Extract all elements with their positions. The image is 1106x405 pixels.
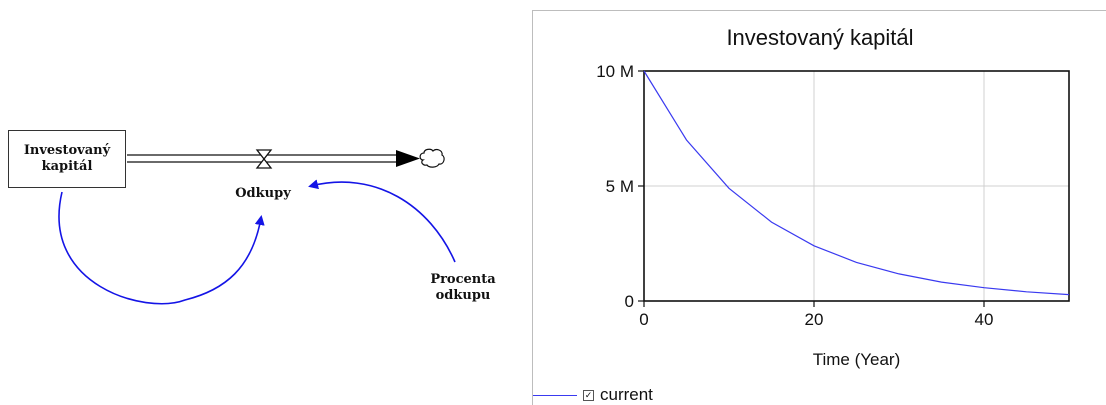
legend-swatch [533,394,577,396]
chart-title: Investovaný kapitál [726,25,914,50]
x-tick-label: 20 [805,310,824,329]
stock-flow-diagram: Investovaný kapitál Odkupy Procenta odku… [0,0,520,405]
graph-panel: Investovaný kapitál 0 20 40 0 5 M 10 M Time (Y… [532,10,1106,405]
line-chart: 0 20 40 0 5 M 10 M Time (Year) [596,62,1070,369]
x-tick-label: 40 [975,310,994,329]
cloud-sink-icon [419,148,445,168]
link-aux-to-flow [308,179,456,263]
x-tick-label: 0 [639,310,648,329]
y-tick-label: 5 M [606,177,634,196]
y-tick-label: 0 [625,292,634,311]
stock-label: Investovaný kapitál [23,143,111,174]
flow-arrowhead [396,150,420,167]
x-axis-label: Time (Year) [813,350,901,369]
flow-label: Odkupy [235,186,291,201]
auxiliary-variable-label[interactable]: Procenta odkupu [430,272,496,303]
legend: ✓ current [533,385,653,405]
y-tick-label: 10 M [596,62,634,81]
link-stock-to-flow [58,191,265,305]
legend-checkbox[interactable]: ✓ [583,389,594,401]
diagram-canvas [58,148,456,305]
stock-box[interactable]: Investovaný kapitál [8,130,126,188]
series-line-current [643,70,1070,296]
valve-icon[interactable] [255,149,273,169]
legend-label: current [600,385,653,404]
